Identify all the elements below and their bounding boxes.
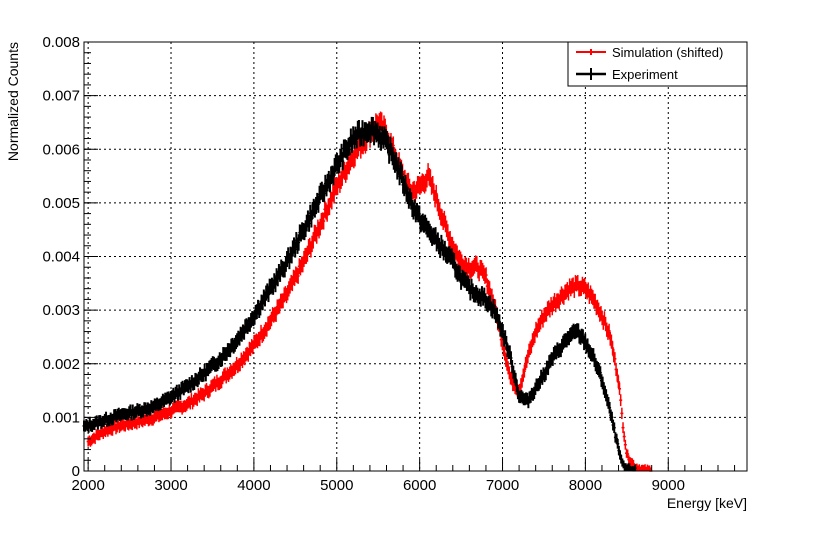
x-tick-label: 9000 bbox=[652, 477, 685, 494]
legend-label-simulation: Simulation (shifted) bbox=[612, 45, 723, 60]
y-tick-label: 0.004 bbox=[42, 249, 80, 266]
data-layer bbox=[82, 111, 653, 472]
y-tick-label: 0.005 bbox=[42, 195, 80, 212]
x-tick-label: 7000 bbox=[486, 477, 519, 494]
y-axis-label: Normalized Counts bbox=[5, 42, 21, 161]
x-tick-label: 8000 bbox=[569, 477, 602, 494]
y-tick-label: 0.002 bbox=[42, 356, 80, 373]
x-axis-label: Energy [keV] bbox=[667, 495, 747, 511]
y-tick-label: 0.006 bbox=[42, 141, 80, 158]
y-tick-label: 0.001 bbox=[42, 409, 80, 426]
y-tick-label: 0.003 bbox=[42, 302, 80, 319]
legend-label-experiment: Experiment bbox=[612, 67, 678, 82]
series-experiment bbox=[82, 116, 637, 472]
x-tick-label: 6000 bbox=[403, 477, 436, 494]
ticks bbox=[84, 41, 736, 472]
legend-item-experiment: Experiment bbox=[576, 67, 678, 82]
x-tick-label: 2000 bbox=[71, 477, 104, 494]
x-tick-label: 4000 bbox=[237, 477, 270, 494]
x-tick-label: 5000 bbox=[320, 477, 353, 494]
x-tick-label: 3000 bbox=[154, 477, 187, 494]
legend-box bbox=[567, 41, 748, 87]
y-tick-label: 0.007 bbox=[42, 88, 80, 105]
y-tick-label: 0.008 bbox=[42, 34, 80, 51]
tick-labels: 2000 3000 4000 5000 6000 7000 8000 9000 0 0.001 0.… bbox=[42, 34, 685, 494]
y-tick-label: 0 bbox=[72, 463, 80, 480]
legend: Simulation (shifted) Experiment bbox=[567, 41, 748, 87]
legend-item-simulation: Simulation (shifted) bbox=[576, 45, 723, 60]
